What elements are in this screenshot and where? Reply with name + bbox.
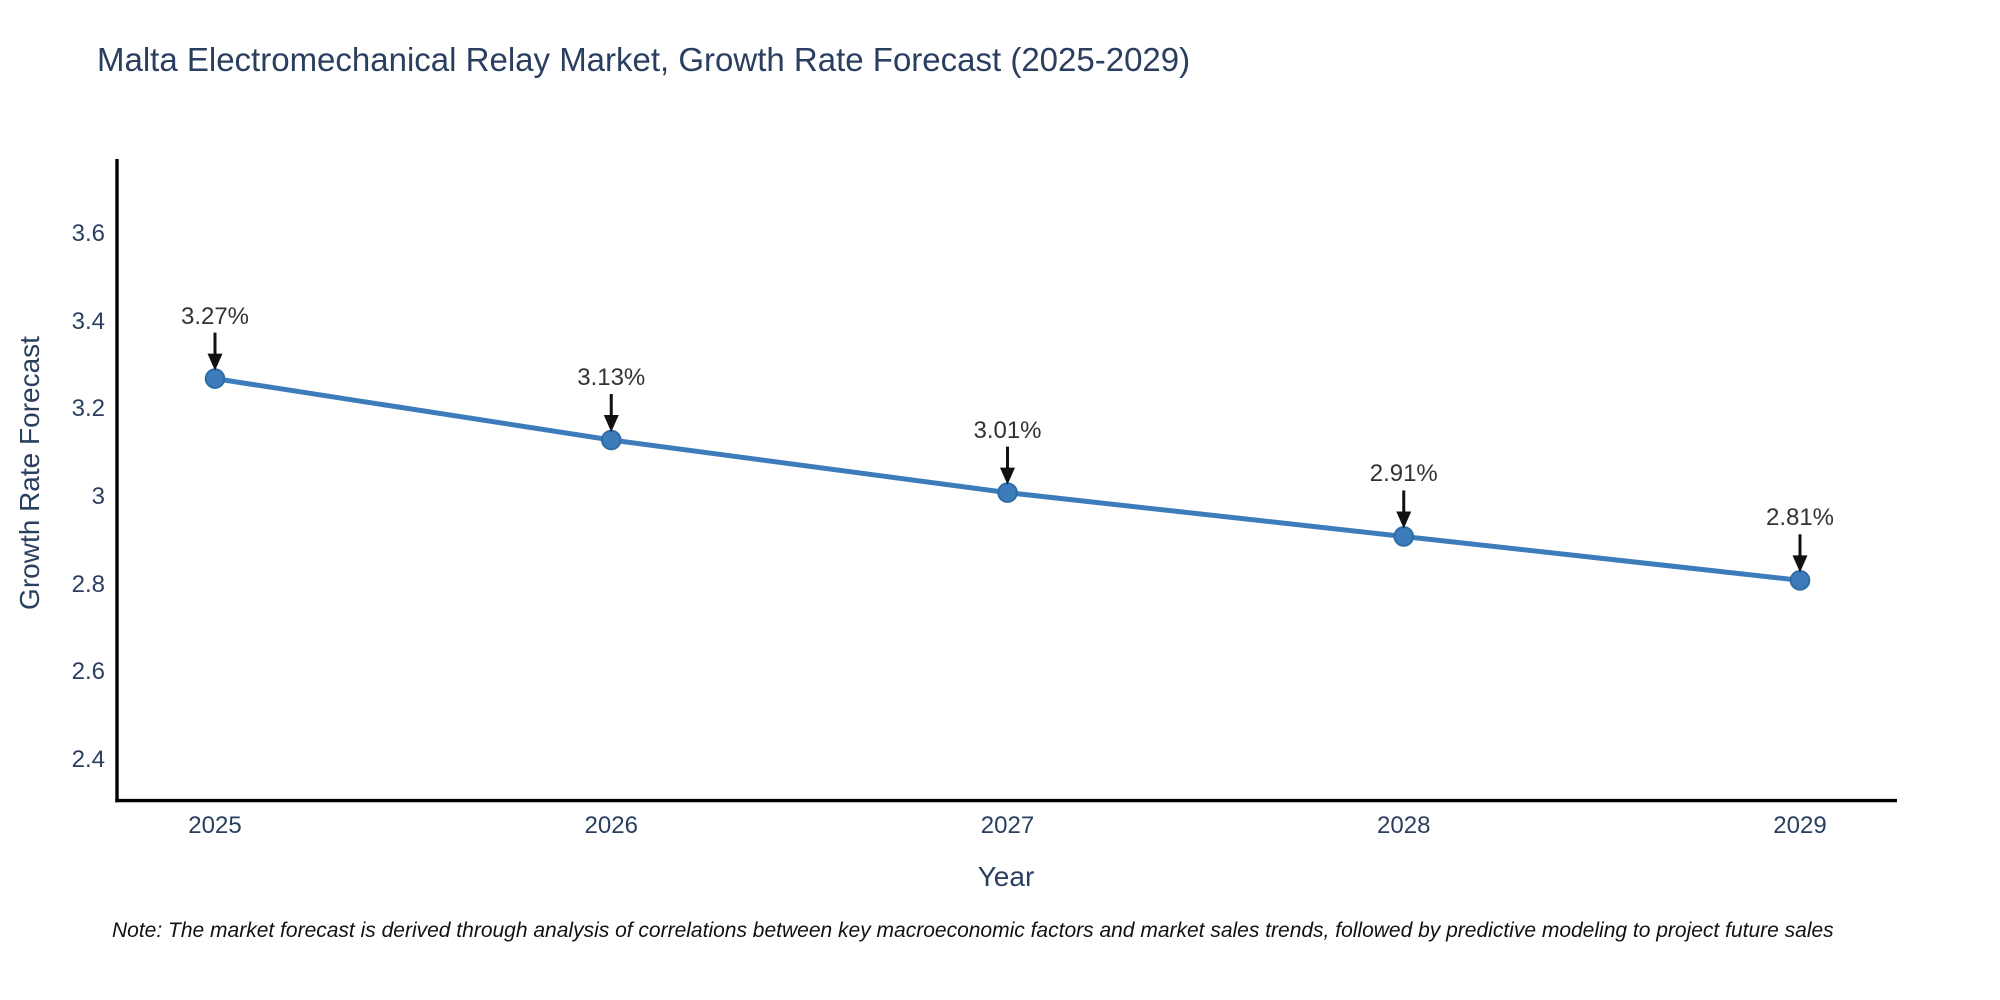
data-point-marker [600,429,622,451]
chart-title: Malta Electromechanical Relay Market, Gr… [97,41,1191,78]
footnote: Note: The market forecast is derived thr… [112,919,1834,942]
x-tick-label: 2025 [188,812,242,839]
y-tick-label: 3.6 [71,219,105,247]
annotation-arrowhead [1396,511,1412,529]
annotation-arrowhead [1000,467,1015,485]
annotation-arrowhead [207,353,223,371]
y-tick-label: 2.6 [71,658,105,686]
x-axis-title: Year [977,861,1035,892]
data-point-marker [997,482,1018,503]
y-tick-label: 3.2 [71,395,105,423]
annotation-label: 2.81% [1765,504,1835,532]
annotation-label: 3.27% [180,302,250,330]
annotation-label: 3.13% [577,363,646,391]
data-point-marker [204,368,226,389]
x-tick-label: 2026 [584,812,638,839]
data-point-marker [1393,526,1415,547]
annotation-arrowhead [603,414,619,432]
y-tick-label: 3.4 [71,307,105,335]
y-tick-label: 3 [91,483,105,510]
x-tick-label: 2028 [1377,812,1431,839]
x-tick-label: 2029 [1773,812,1827,839]
annotation-label: 2.91% [1369,460,1438,488]
data-point-marker [1789,570,1811,591]
y-axis-title: Growth Rate Forecast [14,336,45,610]
x-tick-label: 2027 [980,812,1035,839]
annotation-arrowhead [1792,555,1808,573]
y-tick-label: 2.8 [71,570,105,598]
y-tick-label: 2.4 [71,746,105,774]
annotation-label: 3.01% [973,416,1042,444]
